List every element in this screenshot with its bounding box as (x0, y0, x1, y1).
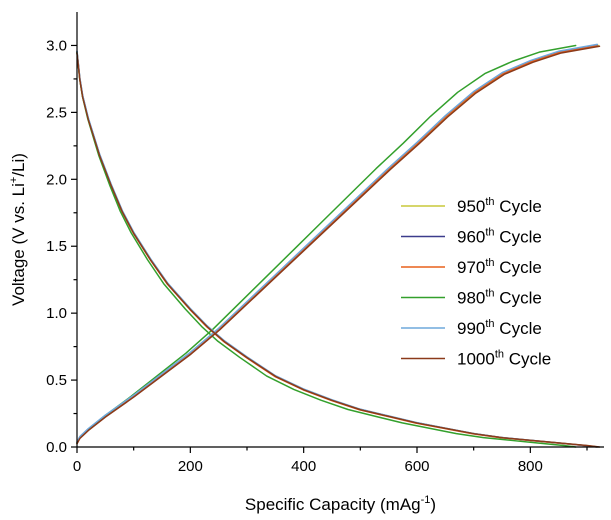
legend-label-990: 990th Cycle (457, 318, 542, 338)
series-discharge-1000 (76, 52, 601, 448)
plot-area (76, 43, 601, 448)
series-discharge-990 (76, 50, 598, 448)
y-tick-label: 1.0 (46, 305, 67, 322)
legend-label-960: 960th Cycle (457, 227, 542, 247)
legend-label-1000: 1000th Cycle (457, 349, 551, 369)
series-discharge-950 (76, 51, 600, 448)
x-tick-label: 0 (73, 458, 81, 475)
x-tick-label: 200 (178, 458, 203, 475)
x-tick-label: 400 (291, 458, 316, 475)
series-discharge-970 (76, 51, 598, 448)
series-charge-1000 (76, 45, 601, 445)
legend-label-970: 970th Cycle (457, 257, 542, 277)
y-tick-label: 2.0 (46, 171, 67, 188)
series-discharge-980 (76, 51, 577, 448)
series-charge-990 (76, 43, 598, 443)
y-tick-label: 0.5 (46, 372, 67, 389)
x-tick-label: 600 (404, 458, 429, 475)
legend-label-950: 950th Cycle (457, 196, 542, 216)
series-discharge-960 (76, 50, 598, 448)
y-axis-title: Voltage (V vs. Li+/Li) (8, 153, 28, 306)
axes: 0 200 400 600 800 0.0 0.5 1.0 1.5 2.0 2.5 3.0 (46, 12, 604, 475)
x-axis-title: Specific Capacity (mAg-1) (245, 494, 436, 514)
y-tick-label: 1.5 (46, 238, 67, 255)
legend-label-980: 980th Cycle (457, 288, 542, 308)
legend: 950th Cycle 960th Cycle 970th Cycle 980th C… (401, 196, 551, 369)
y-tick-label: 3.0 (46, 37, 67, 54)
y-tick-label: 2.5 (46, 104, 67, 121)
x-tick-label: 800 (518, 458, 543, 475)
y-tick-label: 0.0 (46, 439, 67, 456)
